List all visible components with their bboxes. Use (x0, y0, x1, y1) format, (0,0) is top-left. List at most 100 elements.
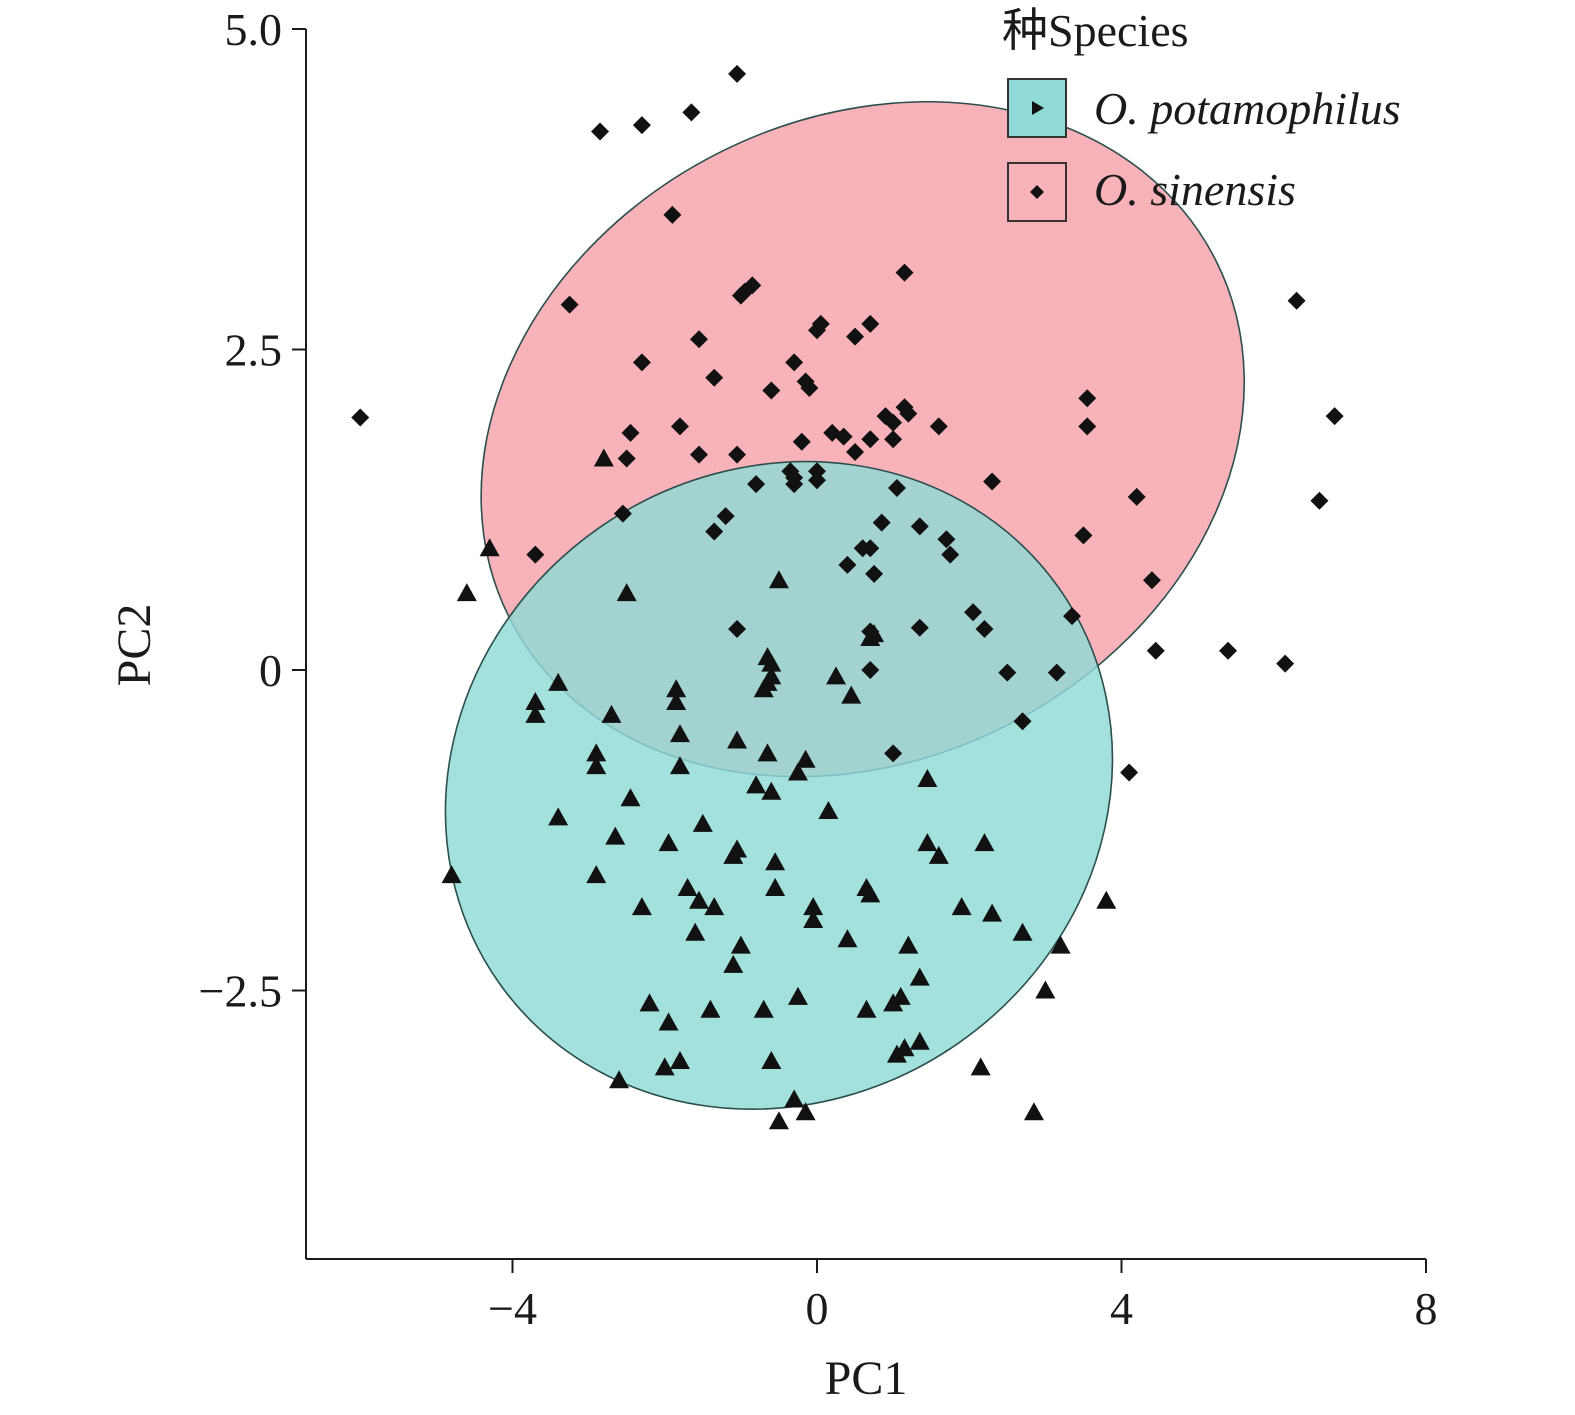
point-potamophilus (669, 724, 690, 743)
y-axis-label: PC2 (108, 604, 161, 687)
point-sinensis (728, 64, 747, 83)
point-potamophilus (860, 884, 881, 903)
point-potamophilus (525, 704, 546, 723)
point-potamophilus (727, 730, 748, 749)
point-potamophilus (974, 833, 995, 852)
point-sinensis (1287, 291, 1306, 310)
point-sinensis (884, 744, 903, 763)
point-sinensis (834, 427, 853, 446)
point-sinensis (964, 603, 983, 622)
point-potamophilus (803, 897, 824, 916)
point-potamophilus (689, 890, 710, 909)
point-potamophilus (586, 743, 607, 762)
point-potamophilus (768, 1111, 789, 1130)
point-sinensis (1078, 389, 1097, 408)
point-potamophilus (1012, 922, 1033, 941)
point-potamophilus (631, 897, 652, 916)
point-potamophilus (841, 685, 862, 704)
point-potamophilus (909, 1031, 930, 1050)
point-potamophilus (818, 801, 839, 820)
point-sinensis (617, 449, 636, 468)
point-sinensis (1120, 763, 1139, 782)
point-sinensis (792, 432, 811, 451)
point-sinensis (613, 504, 632, 523)
point-potamophilus (795, 1102, 816, 1121)
point-sinensis (1127, 487, 1146, 506)
point-sinensis (351, 408, 370, 427)
data-points (351, 64, 1344, 1130)
point-sinensis (716, 507, 735, 526)
point-potamophilus (700, 999, 721, 1018)
point-sinensis (728, 445, 747, 464)
point-potamophilus (620, 788, 641, 807)
point-sinensis (785, 353, 804, 372)
point-potamophilus (951, 897, 972, 916)
point-potamophilus (768, 570, 789, 589)
x-axis-label: PC1 (825, 1352, 908, 1405)
point-potamophilus (658, 1012, 679, 1031)
point-sinensis (621, 423, 640, 442)
point-potamophilus (757, 743, 778, 762)
point-potamophilus (666, 679, 687, 698)
point-potamophilus (1035, 980, 1056, 999)
point-sinensis (785, 475, 804, 494)
point-sinensis (975, 619, 994, 638)
point-sinensis (983, 472, 1002, 491)
x-tick-label: −4 (488, 1283, 537, 1334)
point-sinensis (632, 353, 651, 372)
point-potamophilus (730, 935, 751, 954)
point-potamophilus (837, 929, 858, 948)
point-potamophilus (479, 538, 500, 557)
point-potamophilus (639, 993, 660, 1012)
point-sinensis (1146, 641, 1165, 660)
y-axis-ticks: 5.0 2.5 0 −2.5 (199, 4, 306, 1017)
legend-title: 种Species (1002, 5, 1189, 56)
point-sinensis (861, 539, 880, 558)
y-tick-label: 5.0 (225, 4, 283, 55)
x-tick-label: 4 (1110, 1283, 1133, 1334)
point-potamophilus (982, 903, 1003, 922)
point-sinensis (1078, 417, 1097, 436)
point-sinensis (884, 430, 903, 449)
point-sinensis (929, 417, 948, 436)
point-sinensis (731, 286, 750, 305)
point-sinensis (808, 321, 826, 340)
point-potamophilus (856, 999, 877, 1018)
point-sinensis (808, 471, 826, 490)
x-tick-label: 8 (1415, 1283, 1438, 1334)
point-sinensis (861, 661, 880, 679)
x-tick-label: 0 (806, 1283, 829, 1334)
point-potamophilus (669, 756, 690, 775)
point-potamophilus (761, 781, 782, 800)
point-sinensis (846, 327, 865, 346)
point-sinensis (861, 622, 880, 641)
point-sinensis (1325, 407, 1344, 426)
point-sinensis (998, 663, 1017, 682)
point-sinensis (743, 276, 762, 295)
point-sinensis (838, 555, 857, 574)
point-potamophilus (765, 852, 786, 871)
point-sinensis (1013, 712, 1032, 731)
point-sinensis (937, 530, 956, 549)
point-potamophilus (886, 1044, 907, 1063)
legend-marker-triangle-icon (1032, 101, 1044, 115)
point-sinensis (728, 619, 747, 638)
point-sinensis (682, 103, 701, 122)
point-potamophilus (704, 897, 725, 916)
point-potamophilus (692, 813, 713, 832)
point-sinensis (865, 564, 884, 583)
point-sinensis (1142, 571, 1161, 590)
point-potamophilus (593, 448, 614, 467)
point-sinensis (861, 430, 880, 449)
point-sinensis (762, 381, 781, 400)
point-sinensis (1047, 663, 1066, 682)
point-potamophilus (883, 993, 904, 1012)
point-potamophilus (609, 1070, 630, 1089)
point-potamophilus (917, 768, 938, 787)
point-potamophilus (970, 1057, 991, 1076)
point-sinensis (632, 116, 651, 135)
point-sinensis (1310, 491, 1329, 510)
point-potamophilus (753, 679, 774, 698)
point-potamophilus (685, 922, 706, 941)
